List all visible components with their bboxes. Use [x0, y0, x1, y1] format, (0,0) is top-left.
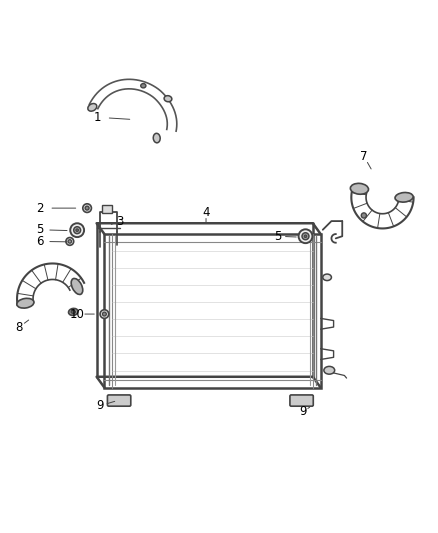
Ellipse shape — [164, 95, 172, 102]
Ellipse shape — [83, 204, 92, 213]
Ellipse shape — [76, 229, 78, 231]
Ellipse shape — [141, 84, 146, 88]
FancyBboxPatch shape — [107, 395, 131, 406]
Ellipse shape — [395, 192, 413, 202]
Text: 4: 4 — [202, 206, 210, 219]
Ellipse shape — [100, 310, 109, 318]
Text: 7: 7 — [360, 150, 367, 163]
Ellipse shape — [304, 235, 307, 238]
Text: 9: 9 — [96, 399, 104, 412]
Ellipse shape — [323, 274, 332, 280]
Text: 9: 9 — [300, 405, 307, 418]
Text: 6: 6 — [36, 235, 43, 248]
Text: 5: 5 — [36, 223, 43, 236]
Ellipse shape — [299, 229, 312, 243]
Ellipse shape — [88, 103, 97, 111]
Text: 8: 8 — [15, 320, 23, 334]
Ellipse shape — [68, 240, 71, 243]
Bar — [104, 234, 321, 387]
Ellipse shape — [102, 312, 106, 316]
FancyBboxPatch shape — [290, 395, 313, 406]
Ellipse shape — [70, 223, 84, 237]
Ellipse shape — [350, 183, 368, 194]
Ellipse shape — [71, 278, 83, 294]
Ellipse shape — [153, 133, 160, 143]
Ellipse shape — [74, 227, 81, 233]
Text: 5: 5 — [274, 230, 281, 243]
Ellipse shape — [302, 233, 309, 240]
Text: 10: 10 — [70, 308, 85, 320]
Text: 2: 2 — [36, 201, 43, 215]
Ellipse shape — [17, 298, 34, 308]
Ellipse shape — [68, 309, 78, 316]
Ellipse shape — [71, 310, 75, 313]
Text: 3: 3 — [116, 215, 123, 228]
Ellipse shape — [85, 206, 89, 210]
Ellipse shape — [324, 366, 335, 374]
Bar — [102, 205, 112, 213]
Ellipse shape — [66, 238, 74, 245]
Text: 1: 1 — [94, 111, 102, 124]
Ellipse shape — [361, 213, 367, 218]
